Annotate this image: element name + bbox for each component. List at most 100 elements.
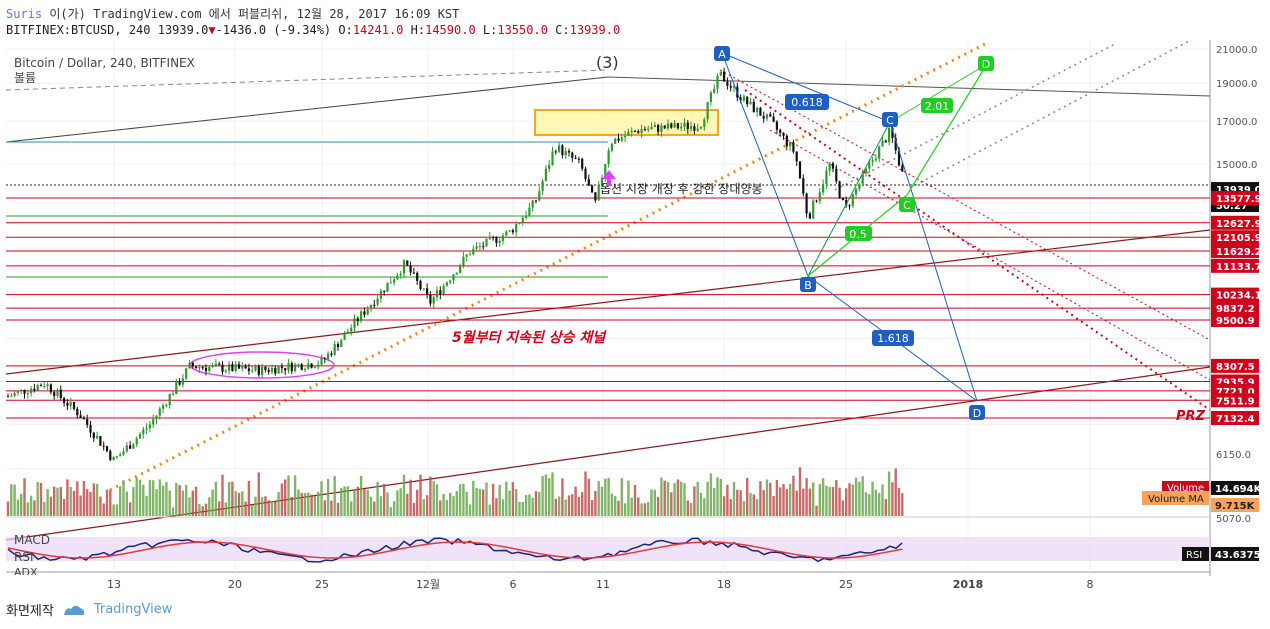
candle bbox=[360, 309, 363, 324]
volume-bar bbox=[300, 493, 303, 516]
candle bbox=[310, 362, 313, 369]
volume-bar bbox=[274, 501, 277, 516]
volume-bar bbox=[264, 496, 267, 516]
volume-bar bbox=[66, 479, 69, 516]
time-label-1: 20 bbox=[228, 578, 242, 591]
harmonic-green[interactable] bbox=[807, 63, 988, 277]
candle bbox=[888, 124, 891, 146]
price-tick-2: 17000.0 bbox=[1216, 117, 1257, 128]
volume-tag: Volume 14.694K bbox=[1162, 481, 1263, 495]
volume-bar bbox=[340, 488, 343, 516]
wave3-line[interactable] bbox=[607, 76, 1211, 97]
volume-bar bbox=[887, 471, 891, 516]
volume-bar bbox=[604, 478, 607, 516]
time-label-9: 8 bbox=[1087, 578, 1094, 591]
volume-bar bbox=[326, 478, 330, 516]
candle bbox=[577, 156, 580, 164]
candle bbox=[6, 393, 10, 398]
harmonic-green-b[interactable] bbox=[807, 121, 891, 277]
candle bbox=[257, 364, 260, 377]
candle bbox=[234, 361, 237, 373]
candle bbox=[36, 383, 39, 392]
channel-upper[interactable] bbox=[5, 229, 1211, 375]
candle bbox=[112, 456, 115, 461]
volume-bar bbox=[861, 476, 864, 516]
svg-text:7132.4: 7132.4 bbox=[1216, 414, 1255, 425]
author-link[interactable]: Suris bbox=[6, 7, 43, 21]
candle bbox=[125, 442, 128, 453]
candle bbox=[185, 367, 188, 381]
tradingview-logo-icon[interactable] bbox=[62, 603, 86, 617]
harmonic-ac[interactable] bbox=[721, 52, 891, 123]
volume-bar bbox=[158, 479, 161, 516]
tradingview-brand[interactable]: TradingView bbox=[93, 602, 173, 617]
volume-bar bbox=[218, 501, 221, 516]
volume-bar bbox=[69, 486, 72, 516]
candle bbox=[66, 398, 69, 411]
volume-bar bbox=[478, 488, 482, 516]
candle bbox=[686, 120, 689, 134]
candle bbox=[303, 367, 307, 373]
red-dotted-3[interactable] bbox=[769, 129, 1211, 381]
publish-info: Suris 이(가) TradingView.com 에서 퍼블리쉬, 12월 … bbox=[6, 5, 459, 22]
candle bbox=[300, 363, 303, 371]
harmonic-xabcd[interactable] bbox=[721, 52, 978, 402]
volume-bar bbox=[165, 482, 168, 516]
candle bbox=[508, 230, 511, 233]
harmonic-labels[interactable]: A B C D 0.618 1.618 0.5 2.01 C D bbox=[714, 46, 994, 420]
candle bbox=[422, 288, 425, 291]
volume-bar bbox=[871, 481, 874, 516]
candle bbox=[33, 383, 36, 393]
svg-text:9500.9: 9500.9 bbox=[1216, 316, 1255, 327]
volume-bar bbox=[597, 481, 600, 516]
volume-bar bbox=[548, 478, 551, 516]
volume-bar bbox=[188, 497, 191, 516]
price-axis[interactable]: 21000.0 19000.0 17000.0 15000.0 6150.0 5070.0… bbox=[1142, 45, 1263, 561]
candle bbox=[653, 121, 656, 128]
candle bbox=[452, 273, 455, 285]
volume-bar bbox=[765, 479, 769, 516]
candle bbox=[769, 111, 772, 117]
candle bbox=[79, 410, 82, 419]
volume-bar bbox=[39, 482, 43, 516]
volume-bar bbox=[350, 501, 353, 516]
harmonic-green-d[interactable] bbox=[889, 63, 988, 123]
volume-legend: 볼륨 bbox=[14, 71, 36, 85]
candle bbox=[706, 101, 709, 123]
candle bbox=[201, 366, 204, 370]
upper-trendline[interactable] bbox=[5, 76, 609, 143]
resistance-levels[interactable] bbox=[6, 197, 1210, 419]
publish-text: 이(가) TradingView.com 에서 퍼블리쉬, 12월 28, 20… bbox=[42, 7, 460, 21]
volume-bar bbox=[838, 487, 841, 516]
volume-bar bbox=[693, 486, 696, 516]
volume-bar bbox=[102, 503, 105, 516]
candle bbox=[132, 442, 135, 449]
candle bbox=[59, 385, 62, 401]
candle bbox=[356, 316, 359, 326]
wave3-dashed[interactable] bbox=[5, 69, 609, 91]
gray-dotted-channel-2[interactable] bbox=[909, 40, 1210, 189]
volume-bar bbox=[53, 486, 56, 516]
volume-bar bbox=[6, 501, 10, 516]
volume-bar bbox=[330, 500, 333, 516]
candle bbox=[505, 230, 508, 237]
volume-bar bbox=[429, 476, 432, 516]
consolidation-box[interactable] bbox=[534, 109, 719, 136]
candles bbox=[6, 67, 904, 462]
low-value: 13550.0 bbox=[497, 23, 548, 37]
orange-dotted-trend[interactable] bbox=[109, 42, 986, 492]
volume-bar bbox=[333, 476, 336, 516]
point-b: B bbox=[804, 279, 812, 292]
volume-bar bbox=[739, 490, 742, 516]
time-label-6: 18 bbox=[717, 578, 731, 591]
rsi-label: RSI bbox=[14, 550, 34, 564]
candle bbox=[30, 386, 33, 397]
price-chart[interactable]: A B C D 0.618 1.618 0.5 2.01 C D (3) Bit… bbox=[0, 40, 1270, 595]
candle bbox=[511, 228, 514, 235]
red-dotted-2[interactable] bbox=[744, 89, 1211, 411]
time-axis: 13 20 25 12월 6 11 18 25 2018 8 bbox=[107, 578, 1094, 591]
gray-dotted-channel-1[interactable] bbox=[834, 43, 1116, 191]
point-a: A bbox=[718, 48, 726, 61]
candle bbox=[680, 122, 683, 132]
candle bbox=[468, 251, 472, 256]
